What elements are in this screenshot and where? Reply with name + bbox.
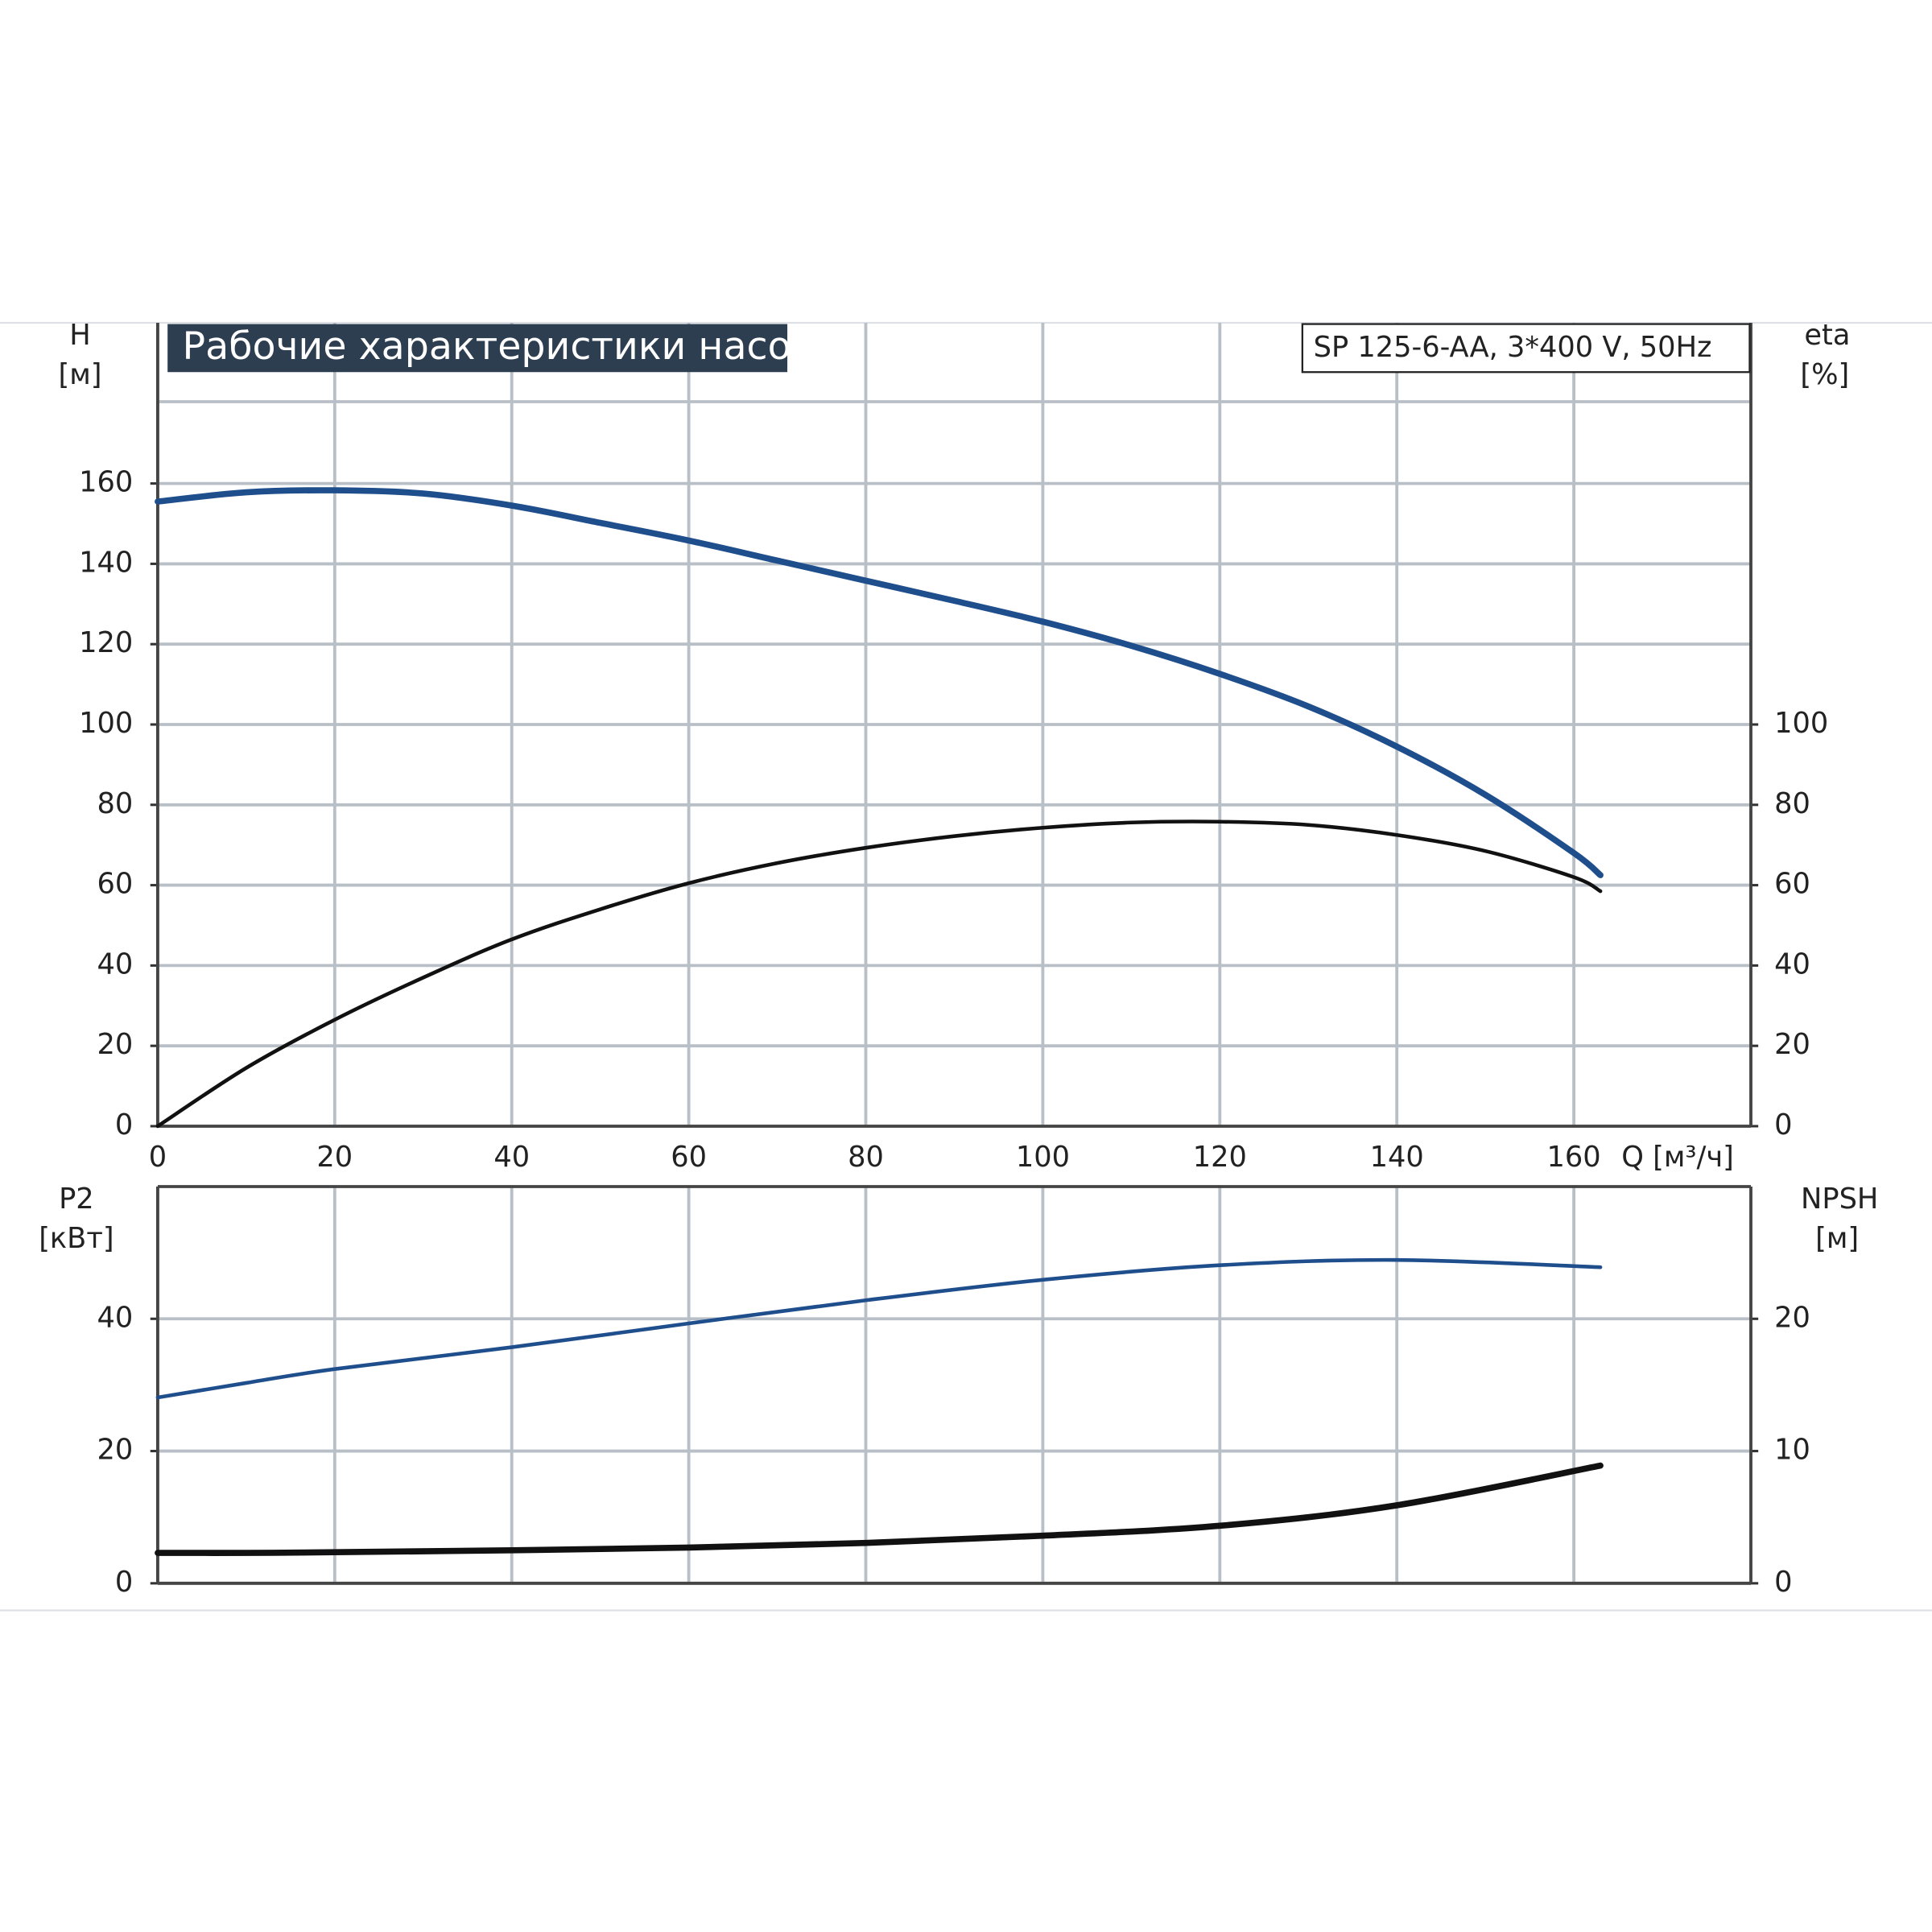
- y-tick-label: 100: [79, 707, 133, 740]
- y2-tick-label: 20: [1774, 1301, 1810, 1334]
- model-label: SP 125-6-AA, 3*400 V, 50Hz: [1314, 331, 1712, 364]
- y2-tick-label: 0: [1774, 1108, 1792, 1141]
- series-line: [155, 1462, 1604, 1556]
- y2-unit: [м]: [1815, 1222, 1859, 1255]
- y-tick-label: 0: [115, 1108, 133, 1141]
- series-line: [155, 487, 1604, 878]
- y2-tick-label: 80: [1774, 787, 1810, 820]
- y-tick-label: 40: [97, 1301, 134, 1334]
- y-tick-label: 0: [115, 1566, 133, 1599]
- y-tick-label: 20: [97, 1434, 134, 1467]
- y2-unit: [%]: [1800, 358, 1849, 391]
- y2-tick-label: 0: [1774, 1566, 1792, 1599]
- y2-label: eta: [1804, 319, 1850, 352]
- x-tick-label: 0: [149, 1141, 167, 1174]
- y-tick-label: 80: [97, 787, 134, 820]
- y-tick-label: 120: [79, 626, 133, 659]
- y-label: P2: [59, 1183, 94, 1216]
- chart-title: Рабочие характеристики насоса: [183, 324, 836, 369]
- y-unit: [кВт]: [39, 1222, 114, 1255]
- y-tick-label: 20: [97, 1028, 134, 1061]
- x-tick-label: 100: [1016, 1141, 1070, 1174]
- x-tick-label: 160: [1547, 1141, 1601, 1174]
- y2-tick-label: 20: [1774, 1028, 1810, 1061]
- x-tick-label: 140: [1370, 1141, 1424, 1174]
- y-unit: [м]: [58, 358, 101, 391]
- y2-tick-label: 60: [1774, 868, 1810, 901]
- x-tick-label: 120: [1193, 1141, 1247, 1174]
- x-tick-label: 80: [848, 1141, 884, 1174]
- y-tick-label: 160: [79, 466, 133, 499]
- x-tick-label: 20: [316, 1141, 353, 1174]
- y-tick-label: 40: [97, 947, 134, 980]
- x-tick-label: 60: [671, 1141, 707, 1174]
- y-tick-label: 140: [79, 546, 133, 579]
- y2-tick-label: 40: [1774, 947, 1810, 980]
- x-label: Q [м³/ч]: [1621, 1141, 1734, 1174]
- title-box: [167, 324, 788, 373]
- y2-tick-label: 100: [1774, 707, 1828, 740]
- x-tick-label: 40: [493, 1141, 530, 1174]
- y-label: H: [69, 319, 90, 352]
- series-line: [155, 819, 1603, 1129]
- series-line: [155, 1257, 1603, 1400]
- model-box: [1301, 323, 1751, 374]
- y2-tick-label: 10: [1774, 1434, 1810, 1467]
- y2-label: NPSH: [1801, 1183, 1878, 1216]
- y-tick-label: 60: [97, 868, 134, 901]
